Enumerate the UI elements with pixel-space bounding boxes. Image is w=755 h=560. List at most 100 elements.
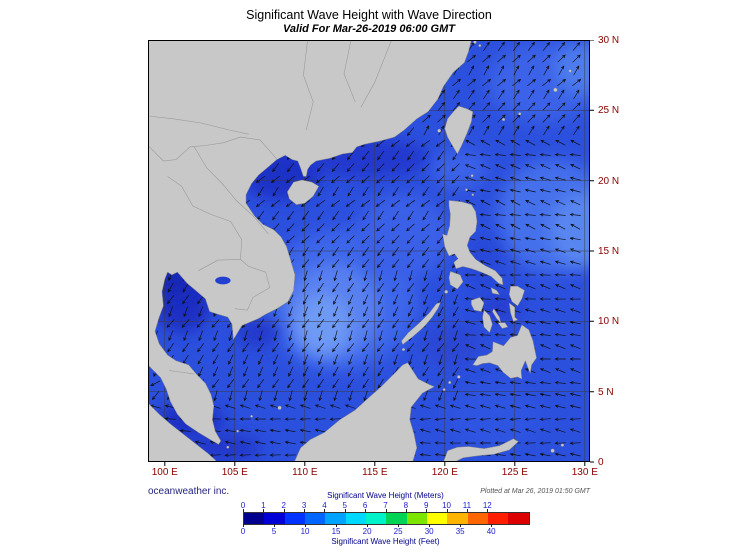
y-axis-label: 15 N bbox=[598, 246, 620, 257]
country-border bbox=[234, 259, 271, 311]
landmass-sumatra bbox=[148, 402, 217, 462]
legend-meters-value: 11 bbox=[462, 501, 472, 510]
landmass-bohol bbox=[497, 322, 509, 329]
landmass-mindoro bbox=[448, 271, 464, 290]
plotted-timestamp: Plotted at Mar 26, 2019 01:50 GMT bbox=[480, 488, 590, 495]
page-title: Significant Wave Height with Wave Direct… bbox=[246, 8, 492, 22]
landmass-taiwan bbox=[444, 105, 474, 155]
country-border bbox=[198, 259, 241, 271]
y-axis-label: 25 N bbox=[598, 105, 620, 117]
axis-tick-marks bbox=[164, 40, 594, 466]
landmass-leyte bbox=[508, 302, 518, 322]
small-island bbox=[465, 188, 468, 192]
small-island bbox=[442, 388, 446, 391]
legend-feet-value: 25 bbox=[393, 527, 403, 536]
y-axis-label: 0 bbox=[598, 457, 604, 468]
legend-meters-value: 7 bbox=[383, 501, 388, 510]
y-axis-label: 20 N bbox=[598, 175, 620, 187]
country-border bbox=[168, 370, 195, 375]
legend-color-segment bbox=[508, 513, 529, 524]
legend-color-segment bbox=[488, 513, 509, 524]
country-border bbox=[167, 176, 243, 260]
small-island bbox=[277, 405, 282, 410]
y-axis-label: 30 N bbox=[598, 35, 620, 46]
map-frame bbox=[148, 40, 590, 462]
legend-color-segment bbox=[406, 513, 428, 524]
legend-meters-value: 9 bbox=[423, 501, 429, 510]
legend-feet-value: 0 bbox=[240, 527, 246, 536]
small-island bbox=[250, 414, 253, 418]
legend-feet-value: 40 bbox=[486, 527, 496, 536]
small-island bbox=[560, 443, 564, 447]
y-axis-label: 5 N bbox=[598, 386, 614, 398]
legend-color-segment bbox=[427, 513, 448, 524]
country-border bbox=[303, 40, 314, 131]
legend-title-meters: Significant Wave Height (Meters) bbox=[327, 491, 444, 500]
landmass-hainan bbox=[287, 179, 320, 205]
legend-color-segment bbox=[467, 513, 489, 524]
legend-meters-value: 3 bbox=[301, 501, 307, 510]
legend-feet-value: 15 bbox=[331, 527, 341, 536]
small-island bbox=[471, 193, 474, 196]
legend-color-segment bbox=[264, 513, 285, 524]
country-border bbox=[193, 146, 269, 235]
small-island bbox=[502, 117, 506, 121]
legend-meters-value: 8 bbox=[403, 501, 409, 510]
country-border bbox=[343, 40, 356, 103]
legend-color-bar bbox=[243, 512, 530, 525]
small-island bbox=[478, 44, 482, 47]
small-island bbox=[518, 112, 522, 116]
landmass-mindanao bbox=[472, 324, 537, 380]
landmass-cebu bbox=[492, 308, 502, 323]
small-island bbox=[568, 69, 572, 73]
y-axis-label: 10 N bbox=[598, 316, 620, 328]
landmass-panay bbox=[471, 297, 485, 312]
legend-feet-value: 5 bbox=[271, 527, 277, 536]
legend-color-segment bbox=[366, 513, 387, 524]
valid-time-subtitle: Valid For Mar-26-2019 06:00 GMT bbox=[283, 23, 455, 35]
legend-meters-value: 4 bbox=[322, 501, 327, 510]
legend-title-feet: Significant Wave Height (Feet) bbox=[331, 537, 440, 546]
small-island bbox=[236, 429, 239, 433]
legend-meters-value: 1 bbox=[261, 501, 266, 510]
country-border bbox=[148, 136, 278, 162]
legend-color-segment bbox=[345, 513, 367, 524]
landmass-samar bbox=[508, 285, 525, 307]
small-island bbox=[226, 445, 230, 449]
legend-feet-value: 10 bbox=[300, 527, 310, 536]
small-island bbox=[470, 174, 474, 178]
legend-color-segment bbox=[325, 513, 346, 524]
legend-color-segment bbox=[386, 513, 407, 524]
legend-color-segment bbox=[305, 513, 326, 524]
legend-meters-value: 10 bbox=[442, 501, 452, 510]
legend-meters-value: 12 bbox=[482, 501, 492, 510]
legend-meters-value: 5 bbox=[342, 501, 347, 510]
legend-feet-value: 30 bbox=[424, 527, 434, 536]
country-border bbox=[360, 40, 392, 108]
landmass-borneo bbox=[294, 362, 435, 462]
small-island bbox=[457, 375, 461, 379]
landmass-sulawesi-north-arm bbox=[443, 438, 519, 462]
small-island bbox=[473, 40, 477, 44]
small-island bbox=[401, 348, 405, 352]
legend-color-segment bbox=[447, 513, 468, 524]
landmass-masbate bbox=[490, 287, 500, 295]
legend-meters-value: 0 bbox=[240, 501, 246, 510]
landmass-palawan bbox=[401, 302, 441, 345]
legend-feet-value: 35 bbox=[455, 527, 465, 536]
legend-color-segment bbox=[244, 513, 265, 524]
legend-meters-value: 6 bbox=[362, 501, 368, 510]
country-border bbox=[148, 115, 249, 135]
oceanweather-credit: oceanweather inc. bbox=[148, 486, 230, 497]
small-island bbox=[550, 448, 555, 453]
small-island bbox=[437, 128, 442, 133]
landmass-luzon bbox=[442, 200, 504, 286]
small-island bbox=[448, 381, 452, 385]
small-island bbox=[553, 87, 558, 92]
wave-height-map bbox=[148, 40, 594, 466]
landmass-negros bbox=[482, 309, 493, 333]
legend-color-segment bbox=[284, 513, 306, 524]
small-island bbox=[444, 289, 449, 294]
lake bbox=[215, 276, 231, 285]
